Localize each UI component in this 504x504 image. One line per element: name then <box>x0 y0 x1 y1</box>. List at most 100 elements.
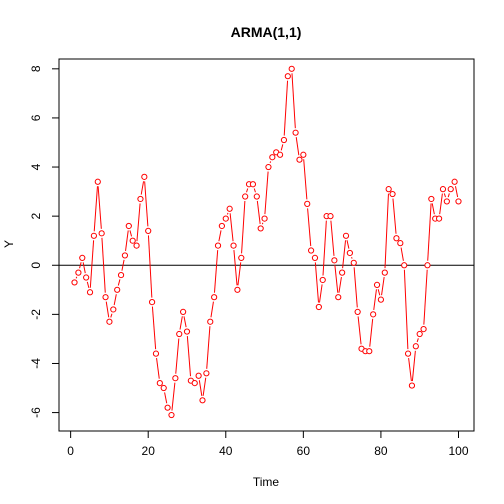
series-segment <box>101 237 106 293</box>
data-point <box>234 286 241 293</box>
series-segment <box>264 171 269 215</box>
data-point <box>447 186 454 193</box>
data-point <box>443 198 450 205</box>
data-point <box>393 235 400 242</box>
series-segment <box>164 392 168 404</box>
series-segment <box>147 235 153 298</box>
data-point <box>137 195 144 203</box>
data-point <box>94 178 101 185</box>
series-segment <box>186 336 192 377</box>
series-segment <box>75 276 78 279</box>
data-point <box>129 237 136 244</box>
y-axis: -6 -4 -2 0 2 4 6 8 <box>29 65 60 418</box>
data-point <box>370 311 377 318</box>
data-point <box>412 343 419 350</box>
data-point <box>238 254 245 261</box>
series-segment <box>338 276 342 293</box>
data-point <box>327 213 334 220</box>
series-segment <box>229 213 234 242</box>
series-segment <box>291 73 296 129</box>
data-point <box>156 380 163 387</box>
x-tick-label: 80 <box>374 444 388 458</box>
series-segment <box>256 200 261 225</box>
series-segment <box>140 181 145 195</box>
data-point <box>257 225 264 232</box>
data-point <box>280 136 288 144</box>
series-segment <box>86 281 90 289</box>
data-point <box>164 404 171 411</box>
data-point <box>315 303 322 311</box>
series-segment <box>237 262 242 286</box>
series-segment <box>357 316 362 345</box>
series-segment <box>213 250 219 293</box>
y-tick-label: 6 <box>29 114 43 121</box>
data-point <box>86 289 94 296</box>
chart-title: ARMA(1,1) <box>231 24 302 40</box>
data-point <box>304 200 311 207</box>
series-segment <box>384 193 389 269</box>
series-segment <box>377 289 381 296</box>
data-point <box>90 232 98 239</box>
data-point <box>276 151 284 158</box>
data-point <box>408 382 416 389</box>
data-point <box>110 306 117 313</box>
data-point <box>195 372 202 379</box>
data-point <box>296 156 303 163</box>
data-point <box>148 298 156 306</box>
series-segment <box>253 188 256 193</box>
series-segment <box>175 338 180 374</box>
data-point <box>183 328 191 335</box>
data-point <box>121 252 129 259</box>
data-point <box>133 242 140 249</box>
series-segment <box>307 208 312 247</box>
data-point <box>203 370 210 377</box>
series-segment <box>202 377 207 396</box>
x-axis-title: Time <box>253 475 280 489</box>
data-point <box>141 173 148 180</box>
y-tick-label: -2 <box>29 309 43 320</box>
series-segment <box>351 256 353 259</box>
series-segment <box>151 306 157 350</box>
data-point <box>401 262 408 269</box>
series-segment <box>392 198 397 234</box>
y-tick-label: -4 <box>29 358 43 369</box>
data-point <box>366 348 373 355</box>
data-point <box>397 240 404 247</box>
series-segment <box>427 203 432 261</box>
data-point <box>335 294 342 301</box>
series-segment <box>113 294 117 306</box>
series-segment <box>381 277 385 296</box>
series-segment <box>431 203 435 215</box>
x-tick-label: 60 <box>297 444 311 458</box>
data-point <box>404 350 412 357</box>
series-segment <box>218 230 222 242</box>
data-point <box>455 198 462 205</box>
data-point <box>207 318 214 325</box>
series-segment <box>226 212 229 215</box>
data-point <box>125 222 132 230</box>
data-point <box>79 254 86 261</box>
series-segment <box>241 200 246 254</box>
series-segment <box>93 186 98 232</box>
series-segment <box>353 267 358 308</box>
x-tick-label: 0 <box>67 444 74 458</box>
series-segment <box>261 222 264 225</box>
series-segment <box>408 358 412 382</box>
data-point <box>261 215 268 222</box>
series-segment <box>82 262 86 274</box>
series-segment <box>280 144 284 151</box>
series-segment <box>295 137 300 156</box>
data-point <box>180 308 187 316</box>
series-segment <box>110 313 113 318</box>
data-point <box>71 279 78 286</box>
data-point <box>350 259 357 266</box>
data-point <box>342 232 350 239</box>
series-segment <box>171 382 176 411</box>
series-segment <box>423 269 428 325</box>
data-point <box>373 281 381 289</box>
data-point <box>230 242 237 249</box>
data-point <box>75 269 82 276</box>
series-segment <box>97 186 102 229</box>
data-point <box>416 330 423 338</box>
